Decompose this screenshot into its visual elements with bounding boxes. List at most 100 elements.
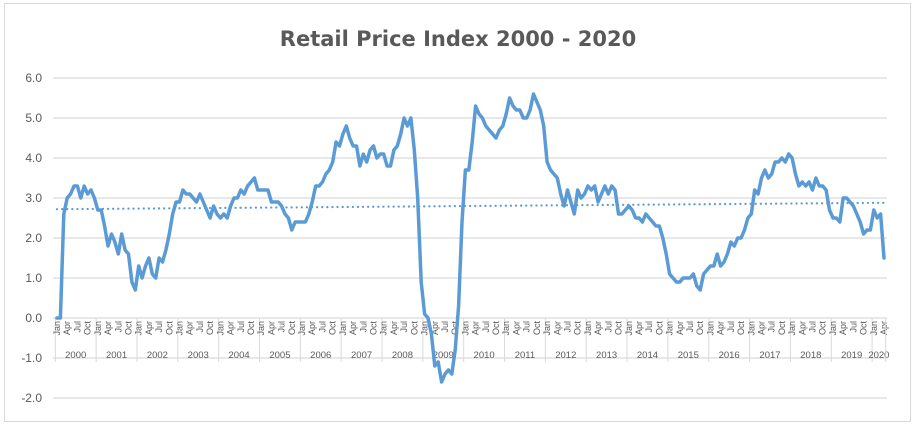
month-tick-label: Jan [338, 321, 348, 336]
month-tick-label: Oct [654, 321, 664, 336]
year-label: 2013 [596, 350, 617, 361]
year-label: 2005 [269, 350, 290, 361]
year-label: 2007 [351, 350, 372, 361]
month-tick-label: Jul [848, 321, 858, 333]
month-tick-label: Jul [399, 321, 409, 333]
month-tick-label: Jul [154, 321, 164, 333]
year-label: 2004 [229, 350, 250, 361]
month-tick-label: Jan [787, 321, 797, 336]
month-tick-label: Jan [256, 321, 266, 336]
month-tick-label: Jul [808, 321, 818, 333]
month-tick-label: Jul [236, 321, 246, 333]
month-tick-label: Jan [52, 321, 62, 336]
month-tick-label: Oct [164, 321, 174, 336]
month-tick-label: Apr [593, 321, 603, 335]
month-tick-label: Jan [828, 321, 838, 336]
month-tick-label: Jul [113, 321, 123, 333]
month-tick-label: Apr [226, 321, 236, 335]
month-tick-label: Jan [501, 321, 511, 336]
y-axis-ticks: -2.0 -1.0 0.0 1.0 2.0 3.0 4.0 5.0 6.0 [21, 71, 42, 405]
month-tick-label: Jan [379, 321, 389, 336]
chart-frame [4, 3, 911, 422]
year-label: 2009 [433, 350, 454, 361]
month-tick-label: Oct [491, 321, 501, 336]
month-tick-label: Apr [634, 321, 644, 335]
month-tick-label: Oct [246, 321, 256, 336]
year-label: 2003 [188, 350, 209, 361]
y-tick-label: 3.0 [25, 191, 42, 205]
month-tick-label: Oct [777, 321, 787, 336]
month-tick-label: Apr [716, 321, 726, 335]
y-tick-label: 2.0 [25, 231, 42, 245]
month-tick-label: Apr [552, 321, 562, 335]
month-tick-label: Jan [542, 321, 552, 336]
year-label: 2014 [637, 350, 658, 361]
month-tick-label: Oct [695, 321, 705, 336]
month-tick-label: Jul [277, 321, 287, 333]
month-tick-label: Oct [328, 321, 338, 336]
month-tick-label: Oct [736, 321, 746, 336]
month-tick-label: Apr [756, 321, 766, 335]
year-label: 2001 [106, 350, 127, 361]
month-tick-label: Jul [562, 321, 572, 333]
y-tick-label: 6.0 [25, 71, 42, 85]
gridlines [53, 77, 887, 399]
month-tick-label: Oct [818, 321, 828, 336]
month-tick-label: Apr [675, 321, 685, 335]
month-tick-label: Jul [522, 321, 532, 333]
month-tick-label: Apr [62, 321, 72, 335]
month-tick-label: Apr [144, 321, 154, 335]
year-label: 2019 [841, 350, 862, 361]
month-tick-label: Oct [614, 321, 624, 336]
y-tick-label: 5.0 [25, 111, 42, 125]
year-label: 2017 [759, 350, 780, 361]
month-tick-label: Apr [307, 321, 317, 335]
month-tick-label: Oct [123, 321, 133, 336]
y-tick-label: 1.0 [25, 271, 42, 285]
month-tick-label: Apr [879, 321, 889, 335]
month-tick-label: Oct [532, 321, 542, 336]
month-tick-label: Oct [369, 321, 379, 336]
month-tick-label: Oct [83, 321, 93, 336]
month-tick-label: Jan [746, 321, 756, 336]
month-tick-label: Jan [583, 321, 593, 336]
month-tick-label: Jan [297, 321, 307, 336]
month-tick-label: Jul [603, 321, 613, 333]
year-label: 2012 [555, 350, 576, 361]
month-tick-label: Jul [685, 321, 695, 333]
month-tick-label: Jan [705, 321, 715, 336]
month-tick-label: Oct [205, 321, 215, 336]
month-tick-label: Jul [644, 321, 654, 333]
month-tick-label: Jan [869, 321, 879, 336]
month-tick-label: Jul [440, 321, 450, 333]
month-tick-label: Jan [420, 321, 430, 336]
y-tick-label: -2.0 [21, 391, 42, 405]
month-tick-label: Apr [185, 321, 195, 335]
month-tick-label: Jan [460, 321, 470, 336]
month-tick-label: Jan [134, 321, 144, 336]
year-label: 2008 [392, 350, 413, 361]
rpi-series-line [55, 92, 886, 384]
month-tick-label: Jul [767, 321, 777, 333]
month-tick-label: Jul [317, 321, 327, 333]
month-tick-label: Jan [215, 321, 225, 336]
month-tick-label: Apr [389, 321, 399, 335]
series-layer [55, 92, 886, 384]
month-tick-label: Jul [72, 321, 82, 333]
trend-line [55, 201, 886, 211]
month-tick-label: Apr [348, 321, 358, 335]
month-tick-label: Apr [797, 321, 807, 335]
year-label: 2020 [868, 350, 889, 361]
month-tick-label: Jul [195, 321, 205, 333]
y-tick-label: -1.0 [21, 351, 42, 365]
month-tick-label: Jul [481, 321, 491, 333]
month-tick-label: Jan [665, 321, 675, 336]
y-tick-label: 4.0 [25, 151, 42, 165]
month-tick-label: Oct [859, 321, 869, 336]
month-tick-label: Apr [430, 321, 440, 335]
year-label: 2010 [474, 350, 495, 361]
month-tick-label: Jul [358, 321, 368, 333]
month-tick-label: Oct [573, 321, 583, 336]
year-label: 2002 [147, 350, 168, 361]
